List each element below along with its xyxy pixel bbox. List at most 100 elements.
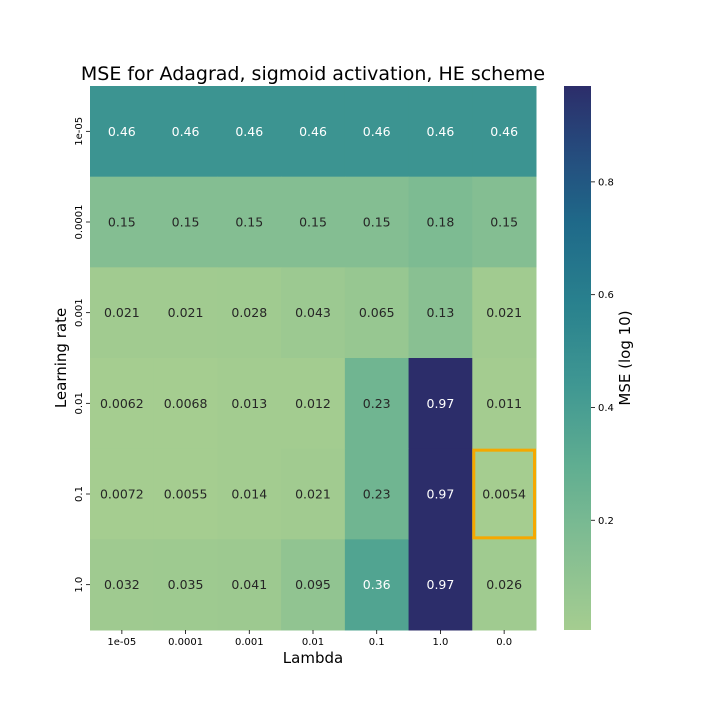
heatmap-cell <box>472 358 537 450</box>
heatmap-cell <box>281 86 346 178</box>
heatmap-cell <box>408 358 473 450</box>
cell-value-label: 0.035 <box>168 577 204 592</box>
heatmap-cell <box>153 86 218 178</box>
cell-value-label: 0.0062 <box>100 396 144 411</box>
y-axis-label: Learning rate <box>52 308 70 408</box>
heatmap-cell <box>344 176 410 268</box>
cell-value-label: 0.46 <box>108 124 136 139</box>
x-tick-label: 1.0 <box>432 637 448 648</box>
cell-value-label: 0.15 <box>172 215 200 230</box>
cell-value-label: 0.026 <box>486 577 522 592</box>
heatmap-cell <box>408 448 473 540</box>
cell-value-label: 0.46 <box>427 124 455 139</box>
cell-value-label: 0.011 <box>486 396 522 411</box>
cell-value-label: 0.15 <box>235 215 263 230</box>
y-tick-label: 0.001 <box>74 298 85 327</box>
highlight-box-layer <box>472 448 536 540</box>
x-tick-label: 0.001 <box>235 637 264 648</box>
cell-value-label: 0.032 <box>104 577 140 592</box>
heatmap-cell <box>90 358 155 450</box>
heatmap-cell <box>472 86 537 178</box>
heatmap-cell <box>90 176 155 268</box>
heatmap-cell <box>472 539 537 631</box>
cell-value-label: 0.021 <box>168 305 204 320</box>
cell-value-label: 0.012 <box>295 396 331 411</box>
cell-value-label: 0.0068 <box>164 396 208 411</box>
cell-value-label: 0.46 <box>235 124 263 139</box>
cell-value-label: 0.021 <box>295 487 331 502</box>
cell-value-label: 0.23 <box>363 487 391 502</box>
heatmap-cell <box>408 86 473 178</box>
x-axis-ticks: 1e-05 0.0001 0.001 0.01 0.1 1.0 0.0 <box>107 630 512 648</box>
heatmap-cell <box>281 358 346 450</box>
heatmap-cell <box>153 267 218 359</box>
y-tick-label: 0.01 <box>74 392 85 414</box>
heatmap-cell <box>217 267 282 359</box>
heatmap-cell <box>281 267 346 359</box>
cell-value-label: 0.0072 <box>100 487 144 502</box>
y-axis-ticks: 1e-05 0.0001 0.001 0.01 0.1 1.0 <box>74 117 90 593</box>
cell-value-label: 0.46 <box>172 124 200 139</box>
heatmap-cell <box>344 539 410 631</box>
colorbar-tick-label: 0.6 <box>598 290 614 301</box>
cell-value-label: 0.043 <box>295 305 331 320</box>
heatmap-cells <box>90 86 537 631</box>
chart-title: MSE for Adagrad, sigmoid activation, HE … <box>81 63 545 85</box>
cell-value-label: 0.021 <box>104 305 140 320</box>
heatmap-cell <box>472 176 537 268</box>
cell-value-label: 0.97 <box>427 487 455 502</box>
heatmap-cell <box>153 448 218 540</box>
colorbar-tick-label: 0.4 <box>598 403 614 414</box>
x-tick-label: 0.01 <box>302 637 324 648</box>
colorbar-tick-label: 0.8 <box>598 177 614 188</box>
cell-value-label: 0.36 <box>363 577 391 592</box>
cell-value-label: 0.18 <box>427 215 455 230</box>
colorbar-gradient <box>564 86 591 630</box>
cell-value-label: 0.013 <box>231 396 267 411</box>
cell-value-label: 0.0055 <box>164 487 208 502</box>
heatmap-cell-labels: 0.46 0.46 0.46 0.46 0.46 0.46 0.46 0.15 0.15 0.15… <box>100 124 526 592</box>
heatmap-cell <box>281 539 346 631</box>
heatmap-cell <box>344 448 410 540</box>
heatmap-cell <box>472 448 537 540</box>
x-tick-label: 1e-05 <box>107 637 136 648</box>
cell-value-label: 0.15 <box>108 215 136 230</box>
x-tick-label: 0.0001 <box>168 637 203 648</box>
heatmap-cell <box>472 267 537 359</box>
cell-value-label: 0.46 <box>490 124 518 139</box>
heatmap-cell <box>344 86 410 178</box>
cell-value-label: 0.97 <box>427 396 455 411</box>
cell-value-label: 0.13 <box>427 305 455 320</box>
heatmap-cell <box>153 176 218 268</box>
heatmap-cell <box>217 448 282 540</box>
heatmap-cell <box>408 539 473 631</box>
x-tick-label: 0.0 <box>496 637 512 648</box>
heatmap-cell <box>217 176 282 268</box>
heatmap-cell <box>408 176 473 268</box>
cell-value-label: 0.23 <box>363 396 391 411</box>
colorbar: 0.2 0.4 0.6 0.8 <box>564 86 614 630</box>
cell-value-label: 0.014 <box>231 487 267 502</box>
y-tick-label: 1.0 <box>74 577 85 593</box>
heatmap-cell <box>217 358 282 450</box>
heatmap-cell <box>90 539 155 631</box>
cell-value-label: 0.095 <box>295 577 331 592</box>
heatmap-cell <box>153 539 218 631</box>
heatmap-cell <box>344 267 410 359</box>
cell-value-label: 0.15 <box>299 215 327 230</box>
cell-value-label: 0.041 <box>231 577 267 592</box>
highlight-box <box>472 448 536 540</box>
heatmap-cell <box>153 358 218 450</box>
cell-value-label: 0.15 <box>490 215 518 230</box>
cell-value-label: 0.0054 <box>482 487 526 502</box>
heatmap-cell <box>90 86 155 178</box>
heatmap-cell <box>90 267 155 359</box>
colorbar-label: MSE (log 10) <box>616 310 634 405</box>
cell-value-label: 0.021 <box>486 305 522 320</box>
heatmap-cell <box>90 448 155 540</box>
heatmap-cell <box>344 358 410 450</box>
cell-value-label: 0.46 <box>363 124 391 139</box>
y-tick-label: 0.1 <box>74 486 85 502</box>
cell-value-label: 0.15 <box>363 215 391 230</box>
heatmap-cell <box>281 448 346 540</box>
